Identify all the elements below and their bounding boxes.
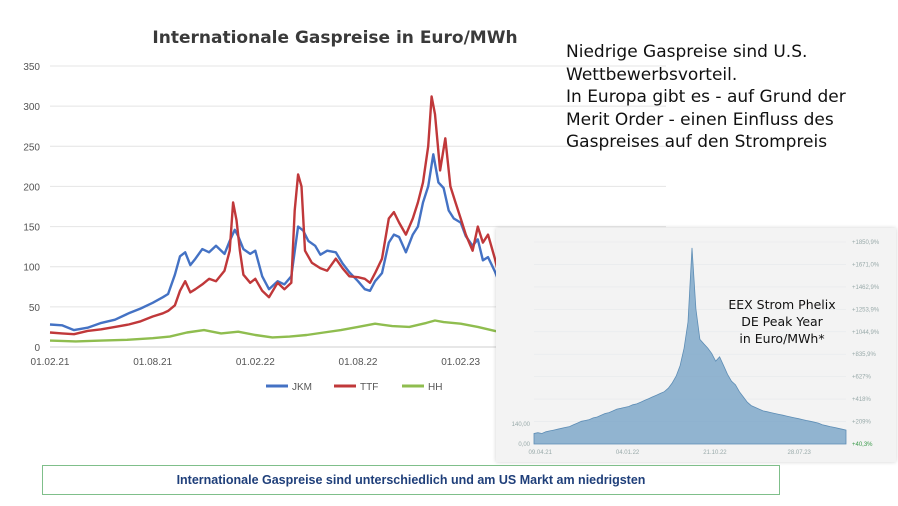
y-tick-label: 0 bbox=[34, 343, 40, 354]
statement-line: In Europa gibt es - auf Grund der bbox=[566, 87, 846, 107]
statement-line: Merit Order - einen Einfluss des bbox=[566, 109, 834, 130]
inset-x-tick: 28.07.23 bbox=[788, 450, 812, 456]
inset-right-tick: +627% bbox=[852, 375, 872, 381]
inset-label-line: in Euro/MWh* bbox=[739, 331, 825, 346]
y-tick-label: 250 bbox=[23, 142, 40, 153]
x-tick-label: 01.02.23 bbox=[441, 357, 480, 368]
inset-right-tick: +1044,9% bbox=[852, 330, 880, 336]
y-tick-label: 200 bbox=[23, 182, 40, 193]
legend-label: TTF bbox=[360, 382, 378, 393]
inset-right-tick: +1850,9% bbox=[852, 240, 880, 246]
inset-left-tick: 140,00 bbox=[512, 422, 531, 428]
x-tick-label: 01.02.21 bbox=[31, 357, 70, 368]
inset-x-tick: 09.04.21 bbox=[529, 450, 553, 456]
y-tick-label: 350 bbox=[23, 62, 40, 73]
inset-right-tick: +1671,0% bbox=[852, 262, 880, 268]
x-tick-label: 01.02.22 bbox=[236, 357, 275, 368]
x-tick-label: 01.08.22 bbox=[339, 357, 378, 368]
footer-text: Internationale Gaspreise sind unterschie… bbox=[176, 473, 646, 487]
inset-right-tick: +209% bbox=[852, 420, 872, 426]
inset-right-tick: +1253,9% bbox=[852, 307, 880, 313]
x-tick-label: 01.08.21 bbox=[133, 357, 172, 368]
inset-left-tick: 0,00 bbox=[518, 442, 530, 448]
y-tick-label: 150 bbox=[23, 223, 40, 234]
inset-right-tick: +1462,9% bbox=[852, 285, 880, 291]
inset-right-tick: +418% bbox=[852, 397, 872, 403]
statement-line: Gaspreises auf den Strompreis bbox=[566, 132, 828, 152]
chart-title: Internationale Gaspreise in Euro/MWh bbox=[152, 28, 518, 48]
inset-x-tick: 21.10.22 bbox=[703, 450, 727, 456]
statement-text: Niedrige Gaspreise sind U.S. Wettbewerbs… bbox=[566, 41, 886, 154]
y-tick-label: 300 bbox=[23, 102, 40, 113]
power-price-chart: +1850,9% +1671,0% +1462,9% +1253,9% +1044,9%… bbox=[512, 240, 880, 456]
inset-label-line: DE Peak Year bbox=[741, 314, 823, 329]
statement-line: Wettbewerbsvorteil. bbox=[566, 64, 738, 85]
inset-right-tick: +40,3% bbox=[852, 442, 873, 448]
inset-label-line: EEX Strom Phelix bbox=[728, 297, 836, 312]
power-price-inset: +1850,9% +1671,0% +1462,9% +1253,9% +1044,9%… bbox=[496, 228, 896, 462]
inset-right-tick: +835,9% bbox=[852, 352, 877, 358]
y-tick-label: 100 bbox=[23, 263, 40, 274]
legend-label: HH bbox=[428, 382, 442, 393]
footer-note: Internationale Gaspreise sind unterschie… bbox=[42, 465, 780, 495]
legend-label: JKM bbox=[292, 382, 312, 393]
inset-area-series bbox=[533, 247, 847, 445]
inset-label: EEX Strom Phelix DE Peak Year in Euro/MW… bbox=[707, 296, 857, 347]
statement-line: Niedrige Gaspreise sind U.S. bbox=[566, 42, 808, 62]
y-tick-label: 50 bbox=[29, 303, 41, 314]
inset-x-tick: 04.01.22 bbox=[616, 450, 640, 456]
